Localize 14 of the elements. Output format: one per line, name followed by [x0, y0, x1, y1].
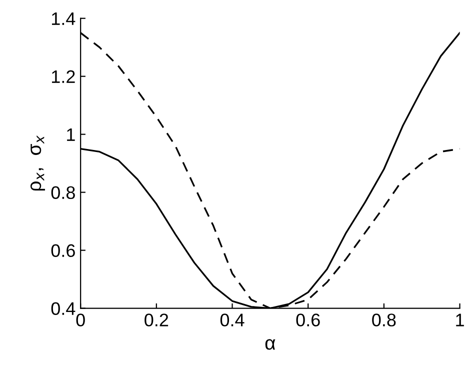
- y-tick-label: 1.4: [52, 12, 76, 25]
- x-tick-label: 0.4: [220, 314, 244, 326]
- y-tick-label: 0.6: [51, 244, 75, 258]
- x-tick-label: 0: [76, 314, 85, 326]
- x-tick-label: 1: [456, 314, 464, 326]
- y-axis-title: ρ$_{x}$, σ$_{x}$: [30, 135, 45, 191]
- x-tick-label: 0.2: [144, 314, 168, 326]
- y-tick-label: 1: [67, 128, 75, 141]
- x-axis-title: α: [265, 339, 276, 350]
- y-tick-label: 0.4: [51, 302, 76, 315]
- y-tick-label: 0.8: [51, 186, 75, 200]
- x-tick-label: 0.8: [372, 314, 396, 326]
- y-tick-label: 1.2: [52, 70, 75, 83]
- x-tick-label: 0.6: [296, 314, 320, 326]
